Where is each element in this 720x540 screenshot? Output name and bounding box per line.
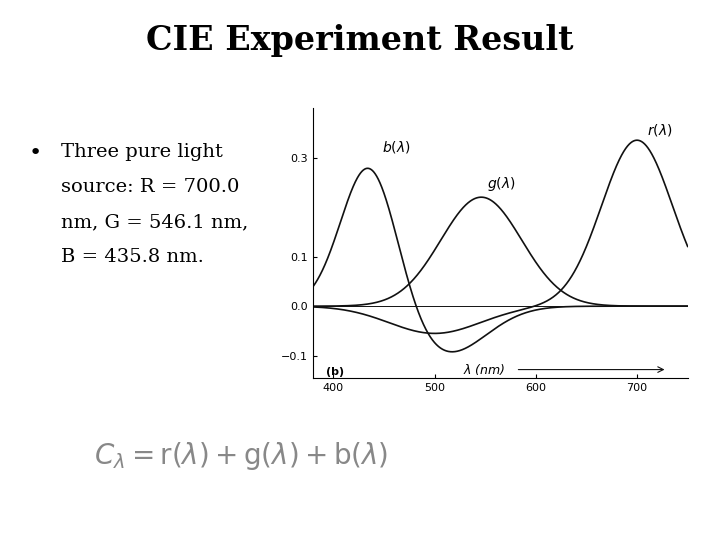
- Text: CIE Experiment Result: CIE Experiment Result: [146, 24, 574, 57]
- Text: $r(\lambda)$: $r(\lambda)$: [647, 122, 672, 138]
- Text: $b(\lambda)$: $b(\lambda)$: [382, 139, 410, 155]
- Text: $g(\lambda)$: $g(\lambda)$: [487, 175, 516, 193]
- Text: B = 435.8 nm.: B = 435.8 nm.: [61, 248, 204, 266]
- Text: $\mathit{C}_{\lambda} = \mathrm{r}(\lambda) + \mathrm{g}(\lambda) + \mathrm{b}(\: $\mathit{C}_{\lambda} = \mathrm{r}(\lamb…: [94, 440, 388, 472]
- Text: nm, G = 546.1 nm,: nm, G = 546.1 nm,: [61, 213, 248, 231]
- Text: (b): (b): [326, 367, 344, 376]
- Text: •: •: [29, 143, 42, 163]
- Text: Three pure light: Three pure light: [61, 143, 223, 161]
- Text: $\lambda$ (nm): $\lambda$ (nm): [463, 362, 505, 377]
- Text: source: R = 700.0: source: R = 700.0: [61, 178, 240, 196]
